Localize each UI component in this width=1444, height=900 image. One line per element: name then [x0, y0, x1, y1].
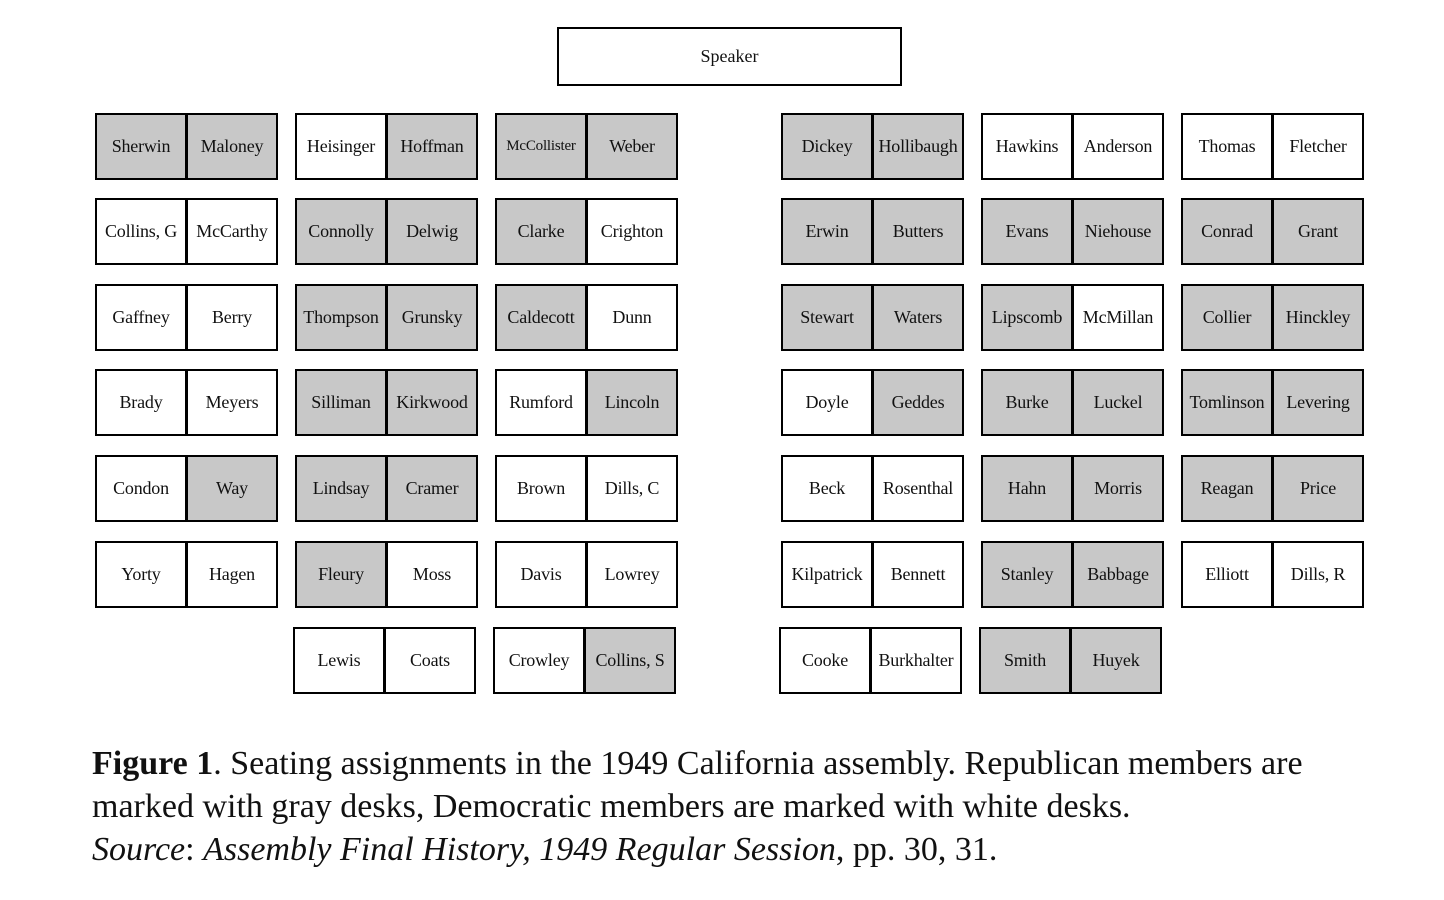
desk-cooke: Cooke [779, 627, 871, 694]
desk-hollibaugh: Hollibaugh [872, 113, 964, 180]
desk-clarke: Clarke [495, 198, 587, 265]
desk-delwig: Delwig [386, 198, 478, 265]
desk-rosenthal: Rosenthal [872, 455, 964, 522]
desk-collins-g: Collins, G [95, 198, 187, 265]
desk-kilpatrick: Kilpatrick [781, 541, 873, 608]
desk-crowley: Crowley [493, 627, 585, 694]
desk-rumford: Rumford [495, 369, 587, 436]
desk-hinckley: Hinckley [1272, 284, 1364, 351]
desk-tomlinson: Tomlinson [1181, 369, 1273, 436]
desk-mccarthy: McCarthy [186, 198, 278, 265]
desk-fleury: Fleury [295, 541, 387, 608]
desk-doyle: Doyle [781, 369, 873, 436]
desk-babbage: Babbage [1072, 541, 1164, 608]
desk-caldecott: Caldecott [495, 284, 587, 351]
desk-reagan: Reagan [1181, 455, 1273, 522]
desk-thomas: Thomas [1181, 113, 1273, 180]
desk-dills-c: Dills, C [586, 455, 678, 522]
figure-text: . Seating assignments in the 1949 Califo… [92, 745, 1303, 825]
desk-kirkwood: Kirkwood [386, 369, 478, 436]
desk-sherwin: Sherwin [95, 113, 187, 180]
speaker-desk: Speaker [557, 27, 902, 86]
desk-beck: Beck [781, 455, 873, 522]
figure-caption: Figure 1. Seating assignments in the 194… [92, 742, 1392, 871]
source-pages: , pp. 30, 31. [835, 831, 998, 868]
desk-burkhalter: Burkhalter [870, 627, 962, 694]
desk-brady: Brady [95, 369, 187, 436]
desk-collins-s: Collins, S [584, 627, 676, 694]
desk-dills-r: Dills, R [1272, 541, 1364, 608]
desk-davis: Davis [495, 541, 587, 608]
desk-collier: Collier [1181, 284, 1273, 351]
source-label: Source [92, 831, 186, 868]
desk-weber: Weber [586, 113, 678, 180]
desk-elliott: Elliott [1181, 541, 1273, 608]
desk-heisinger: Heisinger [295, 113, 387, 180]
desk-erwin: Erwin [781, 198, 873, 265]
desk-lincoln: Lincoln [586, 369, 678, 436]
desk-hagen: Hagen [186, 541, 278, 608]
desk-dunn: Dunn [586, 284, 678, 351]
desk-brown: Brown [495, 455, 587, 522]
desk-silliman: Silliman [295, 369, 387, 436]
desk-butters: Butters [872, 198, 964, 265]
desk-burke: Burke [981, 369, 1073, 436]
desk-lindsay: Lindsay [295, 455, 387, 522]
desk-geddes: Geddes [872, 369, 964, 436]
desk-bennett: Bennett [872, 541, 964, 608]
desk-grant: Grant [1272, 198, 1364, 265]
desk-thompson: Thompson [295, 284, 387, 351]
desk-hoffman: Hoffman [386, 113, 478, 180]
desk-stanley: Stanley [981, 541, 1073, 608]
desk-meyers: Meyers [186, 369, 278, 436]
desk-connolly: Connolly [295, 198, 387, 265]
desk-mccollister: McCollister [495, 113, 587, 180]
desk-luckel: Luckel [1072, 369, 1164, 436]
desk-crighton: Crighton [586, 198, 678, 265]
desk-berry: Berry [186, 284, 278, 351]
source-title: Assembly Final History, 1949 Regular Ses… [203, 831, 836, 868]
desk-lowrey: Lowrey [586, 541, 678, 608]
desk-lewis: Lewis [293, 627, 385, 694]
desk-morris: Morris [1072, 455, 1164, 522]
desk-yorty: Yorty [95, 541, 187, 608]
desk-condon: Condon [95, 455, 187, 522]
desk-cramer: Cramer [386, 455, 478, 522]
desk-evans: Evans [981, 198, 1073, 265]
desk-anderson: Anderson [1072, 113, 1164, 180]
desk-dickey: Dickey [781, 113, 873, 180]
desk-hawkins: Hawkins [981, 113, 1073, 180]
desk-waters: Waters [872, 284, 964, 351]
desk-maloney: Maloney [186, 113, 278, 180]
desk-coats: Coats [384, 627, 476, 694]
figure-label: Figure 1 [92, 745, 214, 782]
desk-huyek: Huyek [1070, 627, 1162, 694]
desk-niehouse: Niehouse [1072, 198, 1164, 265]
desk-way: Way [186, 455, 278, 522]
desk-price: Price [1272, 455, 1364, 522]
desk-moss: Moss [386, 541, 478, 608]
desk-smith: Smith [979, 627, 1071, 694]
desk-mcmillan: McMillan [1072, 284, 1164, 351]
desk-lipscomb: Lipscomb [981, 284, 1073, 351]
desk-fletcher: Fletcher [1272, 113, 1364, 180]
desk-stewart: Stewart [781, 284, 873, 351]
desk-gaffney: Gaffney [95, 284, 187, 351]
source-separator: : [185, 831, 204, 868]
desk-conrad: Conrad [1181, 198, 1273, 265]
desk-levering: Levering [1272, 369, 1364, 436]
desk-hahn: Hahn [981, 455, 1073, 522]
desk-grunsky: Grunsky [386, 284, 478, 351]
